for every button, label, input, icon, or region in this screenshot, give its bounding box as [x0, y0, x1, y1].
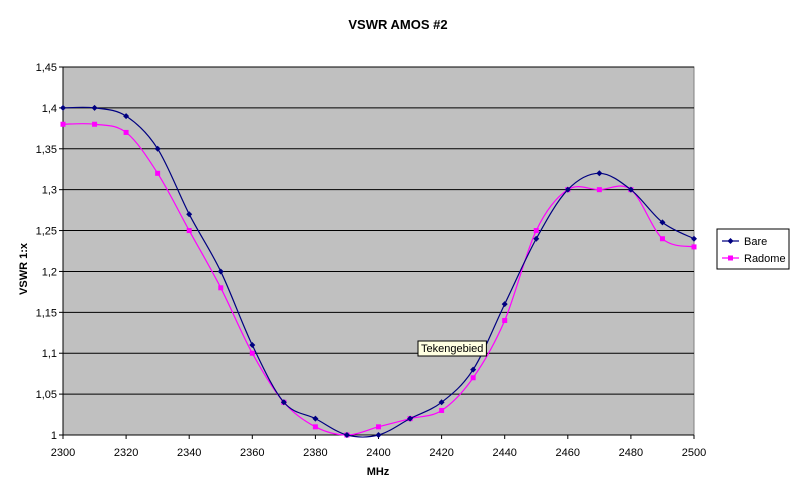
data-point-bare [186, 211, 193, 218]
legend-label-radome: Radome [744, 253, 786, 265]
tooltip-box [417, 340, 487, 357]
data-point-radome [691, 244, 697, 250]
data-point-bare [470, 366, 477, 373]
data-point-radome [123, 129, 129, 135]
x-tick-label: 2500 [682, 447, 706, 459]
data-point-radome [312, 424, 318, 430]
y-tick-label: 1,45 [36, 62, 57, 74]
data-point-radome [533, 228, 539, 234]
data-point-radome [439, 407, 445, 413]
x-tick-label: 2420 [429, 447, 453, 459]
data-point-bare [501, 301, 508, 308]
legend-box [716, 228, 790, 270]
chart-title: VSWR AMOS #2 [348, 17, 447, 32]
plot-area [62, 66, 695, 436]
y-tick-label: 1,25 [36, 226, 57, 238]
y-tick-label: 1 [51, 430, 57, 442]
data-point-radome [60, 121, 66, 127]
data-point-radome [186, 228, 192, 234]
x-tick-label: 2320 [114, 447, 138, 459]
data-point-bare [312, 415, 319, 422]
legend-marker-radome [728, 255, 733, 261]
legend-marker-bare [727, 238, 734, 244]
data-point-bare [249, 342, 256, 349]
y-tick-label: 1,35 [36, 144, 57, 156]
x-tick-label: 2340 [177, 447, 201, 459]
x-tick-label: 2480 [619, 447, 643, 459]
x-axis-title: MHz [367, 466, 390, 478]
data-point-bare [375, 432, 382, 438]
y-tick-label: 1,4 [42, 103, 57, 115]
data-point-bare [154, 145, 161, 152]
data-point-bare [533, 235, 540, 242]
data-point-radome [596, 187, 602, 193]
y-tick-label: 1,1 [42, 348, 57, 360]
data-point-bare [60, 104, 66, 111]
data-point-bare [280, 399, 287, 406]
x-tick-label: 2440 [492, 447, 516, 459]
x-tick-label: 2400 [366, 447, 390, 459]
data-point-radome [218, 285, 224, 291]
data-point-radome [92, 121, 98, 127]
data-point-radome [249, 350, 255, 356]
data-point-bare [123, 113, 130, 120]
y-tick-label: 1,15 [36, 307, 57, 319]
x-tick-label: 2380 [303, 447, 327, 459]
tooltip-label: Tekengebied [421, 343, 483, 355]
x-tick-label: 2460 [556, 447, 580, 459]
y-tick-label: 1,2 [42, 266, 57, 278]
data-point-bare [564, 186, 571, 193]
data-point-bare [627, 186, 634, 193]
x-tick-label: 2300 [51, 447, 75, 459]
data-point-bare [343, 432, 350, 438]
data-point-bare [438, 399, 445, 406]
data-point-radome [659, 236, 665, 242]
data-point-radome [376, 424, 381, 430]
x-tick-label: 2360 [240, 447, 264, 459]
y-tick-label: 1,05 [36, 389, 57, 401]
data-point-radome [155, 170, 161, 176]
legend-label-bare: Bare [744, 236, 767, 248]
data-point-radome [470, 375, 476, 381]
y-axis-title: VSWR 1:x [18, 242, 30, 295]
data-point-bare [91, 104, 98, 111]
data-point-bare [691, 235, 697, 242]
data-point-bare [596, 170, 603, 177]
data-point-bare [217, 268, 224, 275]
data-point-bare [407, 415, 414, 422]
y-tick-label: 1,3 [42, 185, 57, 197]
data-point-radome [502, 318, 508, 324]
data-point-bare [659, 219, 666, 226]
